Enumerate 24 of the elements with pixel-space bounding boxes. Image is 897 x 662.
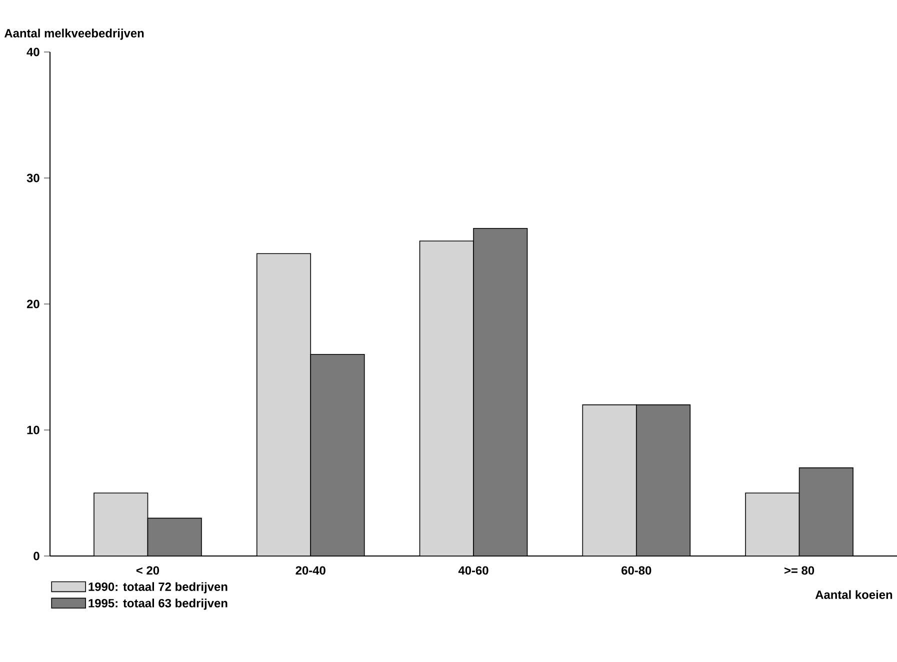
x-tick-label: >= 80 bbox=[784, 566, 814, 575]
bar bbox=[582, 404, 637, 556]
bar bbox=[636, 404, 691, 556]
bar bbox=[419, 240, 474, 556]
x-tick-label: 40-60 bbox=[458, 566, 488, 575]
y-tick-label: 30 bbox=[26, 174, 40, 182]
x-tick-label: < 20 bbox=[136, 566, 160, 575]
bar bbox=[310, 354, 365, 556]
x-tick-label: 60-80 bbox=[622, 566, 652, 575]
y-tick-label: 20 bbox=[26, 300, 40, 308]
bar bbox=[473, 228, 528, 556]
x-axis-title: Aantal koeien bbox=[815, 590, 892, 599]
legend-label: 1990: totaal 72 bedrijven bbox=[88, 582, 228, 594]
y-tick-label: 0 bbox=[34, 552, 40, 560]
legend-label: 1995: totaal 63 bedrijven bbox=[88, 598, 228, 610]
bar bbox=[745, 492, 800, 556]
bar bbox=[256, 253, 312, 556]
y-tick-label: 40 bbox=[26, 48, 40, 56]
bar bbox=[94, 492, 148, 556]
y-tick-label: 10 bbox=[27, 426, 40, 434]
x-tick-label: 20-40 bbox=[296, 566, 326, 575]
bar bbox=[147, 518, 202, 556]
y-axis-title: Aantal melkveebedrijven bbox=[4, 28, 144, 40]
bar bbox=[798, 467, 854, 556]
